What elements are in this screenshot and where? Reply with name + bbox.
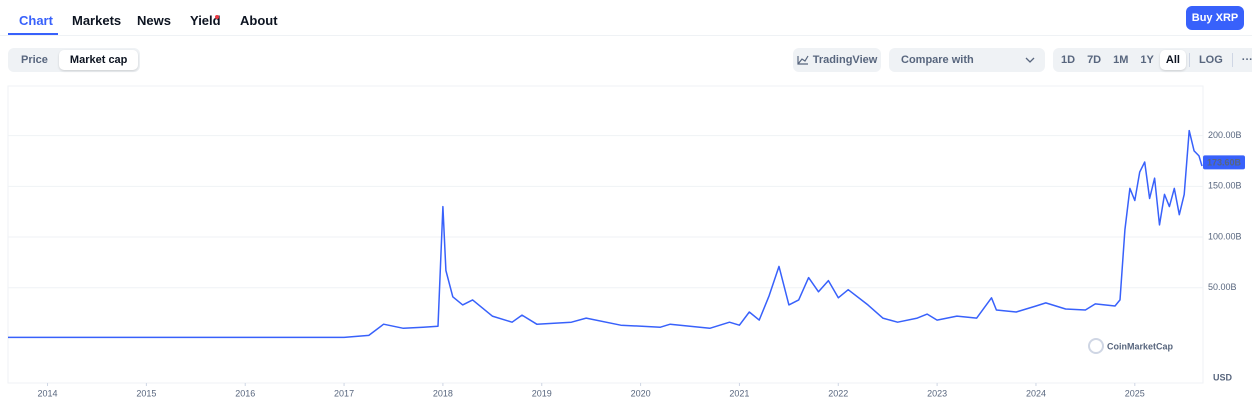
chevron — [1025, 57, 1035, 63]
divider — [0, 35, 1252, 36]
metric-option[interactable]: Price — [21, 54, 48, 66]
range-bar: 1D 7D 1M 1Y All LOG ··· — [1053, 48, 1252, 72]
separator — [1231, 53, 1233, 67]
price-line — [8, 129, 1203, 339]
y-tick-label: 150.00B — [1208, 181, 1242, 191]
x-tick-label: 2023 — [927, 388, 947, 398]
log-toggle[interactable]: LOG — [1198, 54, 1223, 66]
x-tick-label: 2020 — [631, 388, 651, 398]
compare-select[interactable]: Compare with — [889, 48, 1045, 72]
badge-dot — [215, 15, 219, 19]
x-tick-label: 2025 — [1125, 388, 1145, 398]
x-tick-label: 2022 — [828, 388, 848, 398]
x-tick-label: 2015 — [136, 388, 156, 398]
tab[interactable]: About — [240, 13, 278, 28]
x-tick-label: 2021 — [729, 388, 749, 398]
x-tick-label: 2018 — [433, 388, 453, 398]
y-tick-label: 100.00B — [1208, 231, 1242, 241]
range-option[interactable]: 1Y — [1140, 54, 1154, 66]
tradingview-label: TradingView — [812, 54, 878, 66]
tradingview-button[interactable]: TradingView — [793, 48, 881, 72]
last-value-label: 173.60B — [1207, 157, 1242, 167]
x-tick-label: 2019 — [532, 388, 552, 398]
tab[interactable]: News — [137, 13, 171, 28]
more-button[interactable]: ··· — [1241, 54, 1252, 66]
tv-icon — [797, 55, 809, 65]
metric-toggle: Price Market cap — [8, 48, 141, 72]
tab-underline — [8, 33, 58, 35]
range-option[interactable]: 7D — [1087, 54, 1102, 66]
tab[interactable]: Chart — [19, 13, 53, 28]
y-tick-label: 200.00B — [1208, 130, 1242, 140]
range-option[interactable]: 1M — [1113, 54, 1129, 66]
buy-button[interactable]: Buy XRP — [1186, 6, 1244, 30]
separator — [1188, 53, 1190, 67]
tab[interactable]: Markets — [72, 13, 122, 28]
last-value-tag — [1203, 155, 1245, 170]
x-tick-label: 2017 — [334, 388, 354, 398]
currency-label: USD — [1213, 372, 1233, 382]
range-option[interactable]: All — [1159, 50, 1186, 70]
compare-label: Compare with — [901, 54, 974, 66]
x-tick-label: 2014 — [38, 388, 58, 398]
x-tick-label: 2024 — [1026, 388, 1046, 398]
plot-frame — [7, 85, 1204, 384]
y-tick-label: 50.00B — [1208, 282, 1237, 292]
metric-option[interactable]: Market cap — [58, 50, 139, 70]
watermark-logo — [1088, 338, 1104, 354]
x-tick-label: 2016 — [235, 388, 255, 398]
range-option[interactable]: 1D — [1061, 54, 1076, 66]
watermark: CoinMarketCap — [1107, 341, 1174, 351]
tab[interactable]: Yield — [190, 13, 221, 28]
